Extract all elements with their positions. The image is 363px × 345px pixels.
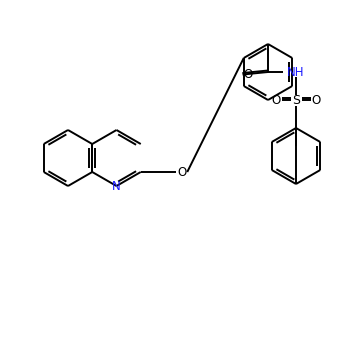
Text: O: O [177, 166, 186, 178]
Text: O: O [311, 93, 321, 107]
Text: O: O [243, 68, 253, 80]
Text: O: O [272, 93, 281, 107]
Text: N: N [112, 179, 121, 193]
Text: NH: NH [287, 66, 305, 79]
Text: S: S [292, 93, 300, 107]
